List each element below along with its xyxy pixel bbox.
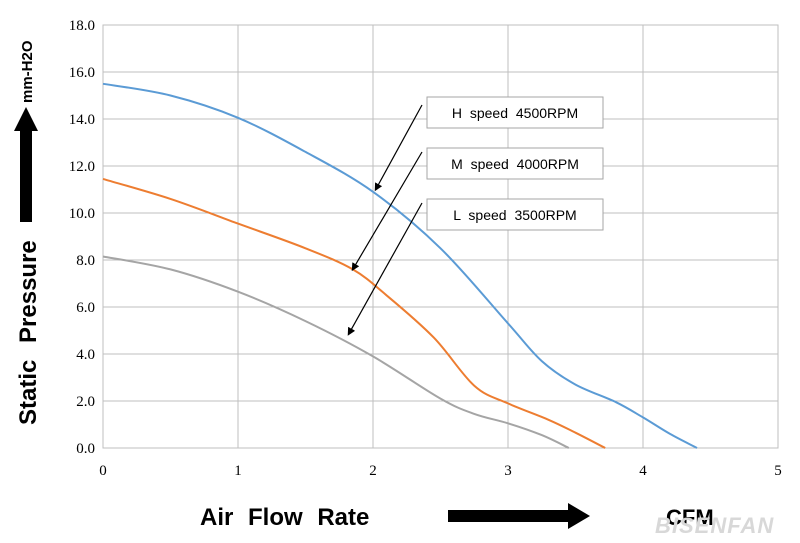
x-axis-arrow-head: [568, 503, 590, 529]
y-tick-label: 0.0: [76, 441, 95, 457]
y-tick-label: 12.0: [69, 159, 95, 175]
x-tick-label: 2: [369, 463, 377, 479]
legend-box: [426, 198, 604, 231]
x-tick-labels: 0 1 2 3 4 5: [99, 463, 782, 479]
y-tick-label: 16.0: [69, 65, 95, 81]
y-axis-unit: mm-H2O: [19, 40, 36, 103]
legend-box: [426, 147, 604, 180]
y-tick-label: 10.0: [69, 206, 95, 222]
series-line-1: [102, 177, 606, 449]
y-axis-title: Static Pressure: [15, 240, 42, 425]
legend-label: H speed 4500RPM: [452, 105, 578, 121]
legend-arrow: [347, 202, 423, 336]
x-tick-label: 5: [774, 463, 782, 479]
legend-arrow: [351, 151, 423, 272]
watermark-logo: BISENFAN: [655, 513, 774, 538]
y-tick-label: 6.0: [76, 300, 95, 316]
series-line-0: [102, 82, 698, 449]
vertical-gridlines: [237, 25, 644, 448]
series-lines: [102, 82, 698, 449]
y-tick-label: 2.0: [76, 394, 95, 410]
x-tick-label: 0: [99, 463, 107, 479]
x-tick-label: 1: [234, 463, 242, 479]
x-axis-arrow-shaft: [448, 510, 570, 522]
legend-box: [426, 96, 604, 129]
y-tick-label: 14.0: [69, 112, 95, 128]
legend-arrow: [374, 104, 423, 192]
x-axis-unit: CFM: [666, 505, 714, 530]
legend-label: M speed 4000RPM: [451, 156, 579, 172]
series-line-2: [102, 255, 570, 449]
y-unit-group: mm-H2O: [19, 40, 36, 103]
y-tick-label: 4.0: [76, 347, 95, 363]
x-tick-label: 4: [639, 463, 647, 479]
y-tick-label: 8.0: [76, 253, 95, 269]
legend-label: L speed 3500RPM: [453, 207, 576, 223]
y-axis-arrow-head: [14, 107, 38, 131]
legend-boxes: H speed 4500RPM M speed 4000RPM L speed 35…: [347, 96, 604, 336]
y-tick-labels: 0.0 2.0 4.0 6.0 8.0 10.0 12.0 14.0 16.0 18.0: [69, 18, 95, 457]
x-tick-label: 3: [504, 463, 512, 479]
y-axis-title-group: Static Pressure: [15, 240, 42, 425]
y-tick-label: 18.0: [69, 18, 95, 34]
y-axis-arrow-shaft: [20, 130, 32, 222]
plot-area: [102, 24, 779, 449]
x-axis-title: Air Flow Rate: [200, 504, 369, 531]
